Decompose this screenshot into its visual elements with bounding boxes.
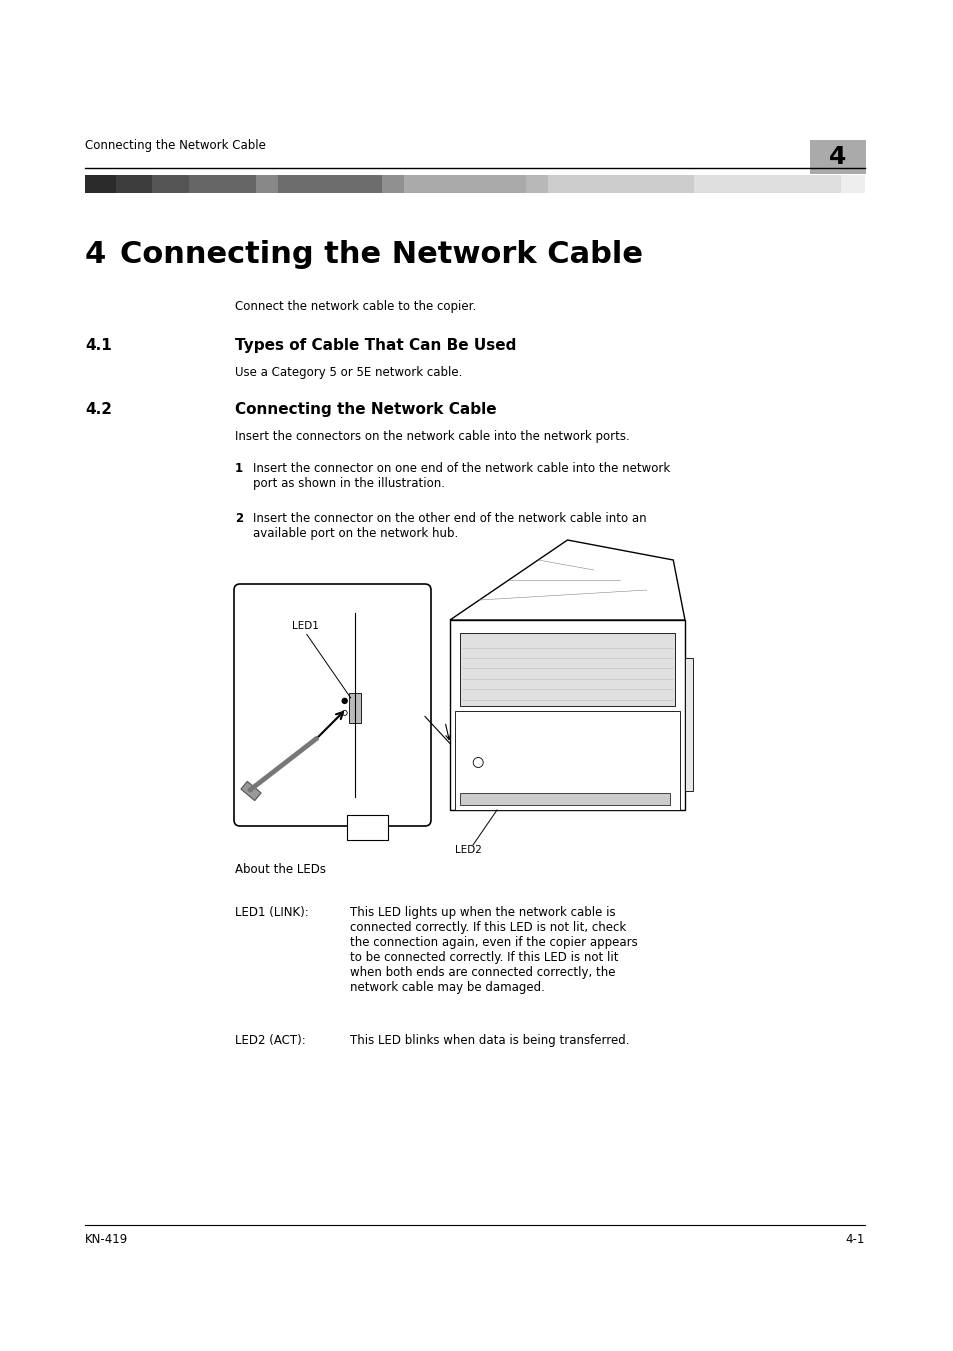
Bar [684, 658, 692, 790]
Bar [241, 781, 261, 801]
Text: This LED lights up when the network cable is
connected correctly. If this LED is: This LED lights up when the network cabl… [350, 907, 638, 994]
Text: LED1 (LINK):: LED1 (LINK): [234, 907, 309, 919]
Text: About the LEDs: About the LEDs [234, 863, 326, 875]
Text: 4: 4 [828, 145, 846, 169]
Text: Connecting the Network Cable: Connecting the Network Cable [120, 240, 642, 269]
Text: Insert the connector on one end of the network cable into the network
port as sh: Insert the connector on one end of the n… [253, 462, 670, 490]
Polygon shape [450, 540, 684, 620]
Circle shape [342, 698, 347, 704]
Text: 1: 1 [234, 462, 243, 476]
Bar [403, 176, 525, 193]
Bar [115, 176, 152, 193]
Text: 4: 4 [85, 240, 106, 269]
Text: LED2: LED2 [455, 844, 481, 855]
FancyBboxPatch shape [233, 584, 431, 825]
Bar [694, 176, 840, 193]
Text: Insert the connector on the other end of the network cable into an
available por: Insert the connector on the other end of… [253, 512, 646, 540]
Bar [255, 176, 277, 193]
Bar [381, 176, 403, 193]
Bar [840, 176, 864, 193]
Bar [525, 176, 547, 193]
Text: Use a Category 5 or 5E network cable.: Use a Category 5 or 5E network cable. [234, 366, 462, 380]
Text: LED2 (ACT):: LED2 (ACT): [234, 1034, 305, 1047]
Bar [547, 176, 694, 193]
Text: Connecting the Network Cable: Connecting the Network Cable [234, 403, 497, 417]
Bar [152, 176, 189, 193]
Text: LED1: LED1 [292, 621, 318, 631]
Circle shape [342, 711, 347, 716]
Text: 2: 2 [234, 512, 243, 526]
Text: This LED blinks when data is being transferred.: This LED blinks when data is being trans… [350, 1034, 629, 1047]
Bar [347, 815, 388, 840]
Bar [85, 176, 115, 193]
Bar [809, 141, 865, 174]
Text: Types of Cable That Can Be Used: Types of Cable That Can Be Used [234, 338, 516, 353]
Text: 4-1: 4-1 [844, 1233, 864, 1246]
Text: Connect the network cable to the copier.: Connect the network cable to the copier. [234, 300, 476, 313]
Text: KN-419: KN-419 [85, 1233, 128, 1246]
Bar [459, 634, 675, 705]
Bar [189, 176, 255, 193]
Text: Insert the connectors on the network cable into the network ports.: Insert the connectors on the network cab… [234, 430, 629, 443]
Bar [459, 793, 669, 805]
Circle shape [473, 758, 482, 767]
Text: 4.1: 4.1 [85, 338, 112, 353]
Bar [277, 176, 381, 193]
Bar [455, 711, 679, 811]
Bar [349, 693, 360, 723]
Text: 4.2: 4.2 [85, 403, 112, 417]
Text: Connecting the Network Cable: Connecting the Network Cable [85, 139, 266, 153]
Bar [450, 620, 684, 811]
